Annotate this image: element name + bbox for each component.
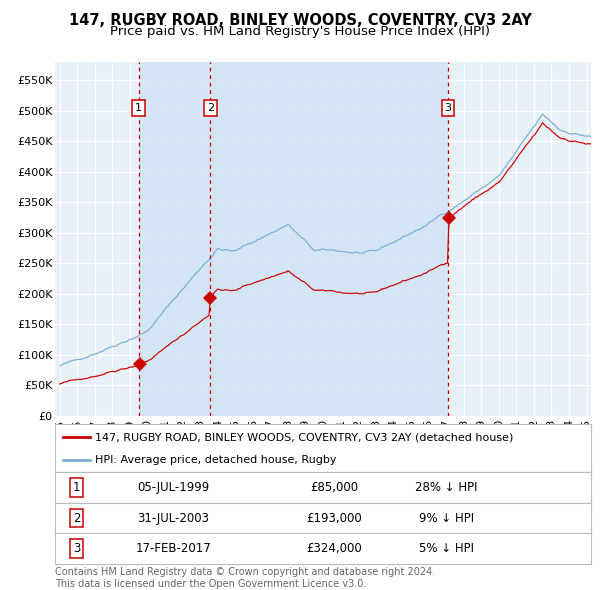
Text: 1: 1 [135,103,142,113]
Text: £324,000: £324,000 [306,542,362,555]
Text: 3: 3 [73,542,80,555]
Bar [139,62,211,416]
Bar [211,62,448,416]
Text: 05-JUL-1999: 05-JUL-1999 [137,481,209,494]
Text: 31-JUL-2003: 31-JUL-2003 [137,512,209,525]
Text: 5% ↓ HPI: 5% ↓ HPI [419,542,474,555]
Text: 17-FEB-2017: 17-FEB-2017 [135,542,211,555]
Text: 9% ↓ HPI: 9% ↓ HPI [419,512,474,525]
Text: £193,000: £193,000 [306,512,362,525]
Text: Price paid vs. HM Land Registry's House Price Index (HPI): Price paid vs. HM Land Registry's House … [110,25,490,38]
Text: 2: 2 [73,512,80,525]
Text: £85,000: £85,000 [310,481,358,494]
Text: Contains HM Land Registry data © Crown copyright and database right 2024.
This d: Contains HM Land Registry data © Crown c… [55,567,436,589]
Text: 147, RUGBY ROAD, BINLEY WOODS, COVENTRY, CV3 2AY: 147, RUGBY ROAD, BINLEY WOODS, COVENTRY,… [68,13,532,28]
Text: 147, RUGBY ROAD, BINLEY WOODS, COVENTRY, CV3 2AY (detached house): 147, RUGBY ROAD, BINLEY WOODS, COVENTRY,… [95,432,514,442]
Text: 1: 1 [73,481,80,494]
Text: 3: 3 [445,103,452,113]
Text: 28% ↓ HPI: 28% ↓ HPI [415,481,478,494]
Text: HPI: Average price, detached house, Rugby: HPI: Average price, detached house, Rugb… [95,455,337,465]
Text: 2: 2 [207,103,214,113]
